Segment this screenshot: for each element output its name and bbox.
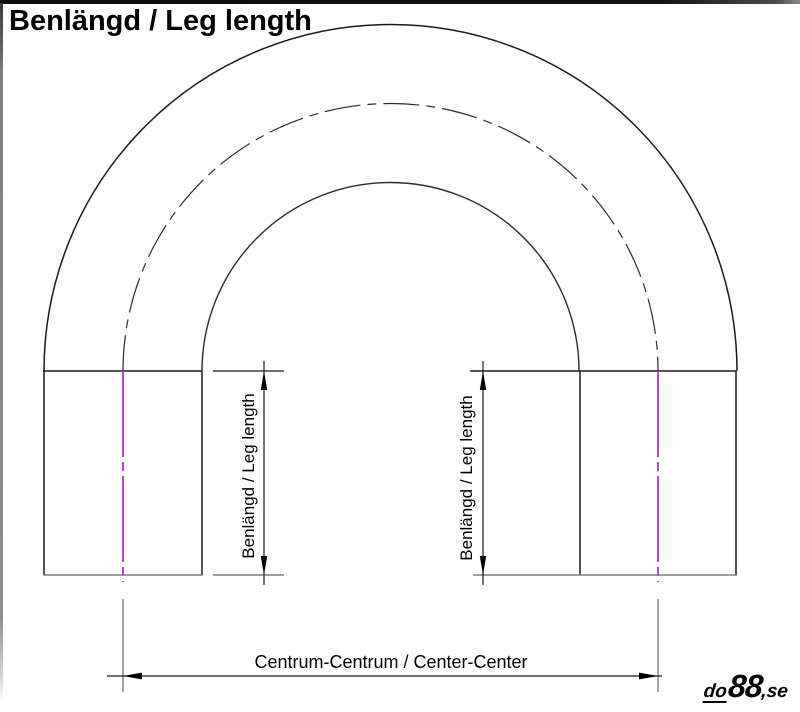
centerline-arc [122, 102, 659, 372]
logo-suffix: ,se [760, 681, 789, 702]
left-dim-arrow-down [260, 556, 268, 575]
page-title: Benlängd / Leg length [9, 5, 312, 37]
frame-shadow-top [0, 0, 800, 4]
logo-prefix: do [702, 681, 729, 703]
center-center-dimension-label: Centrum-Centrum / Center-Center [254, 652, 527, 672]
center-dim-arrow-left [123, 672, 142, 680]
frame-shadow-left [0, 3, 3, 700]
left-leg-dimension-label: Benlängd / Leg length [239, 393, 258, 558]
right-leg-dimension-label: Benlängd / Leg length [457, 395, 476, 560]
outer-arc [43, 23, 738, 372]
do88-logo: do 88 ,se [702, 668, 789, 704]
inner-arc [201, 181, 580, 372]
right-dim-arrow-down [479, 556, 487, 575]
left-dim-arrow-up [260, 371, 268, 390]
right-dim-arrow-up [479, 371, 487, 390]
logo-number: 88 [726, 668, 764, 704]
center-dim-arrow-right [639, 672, 658, 680]
